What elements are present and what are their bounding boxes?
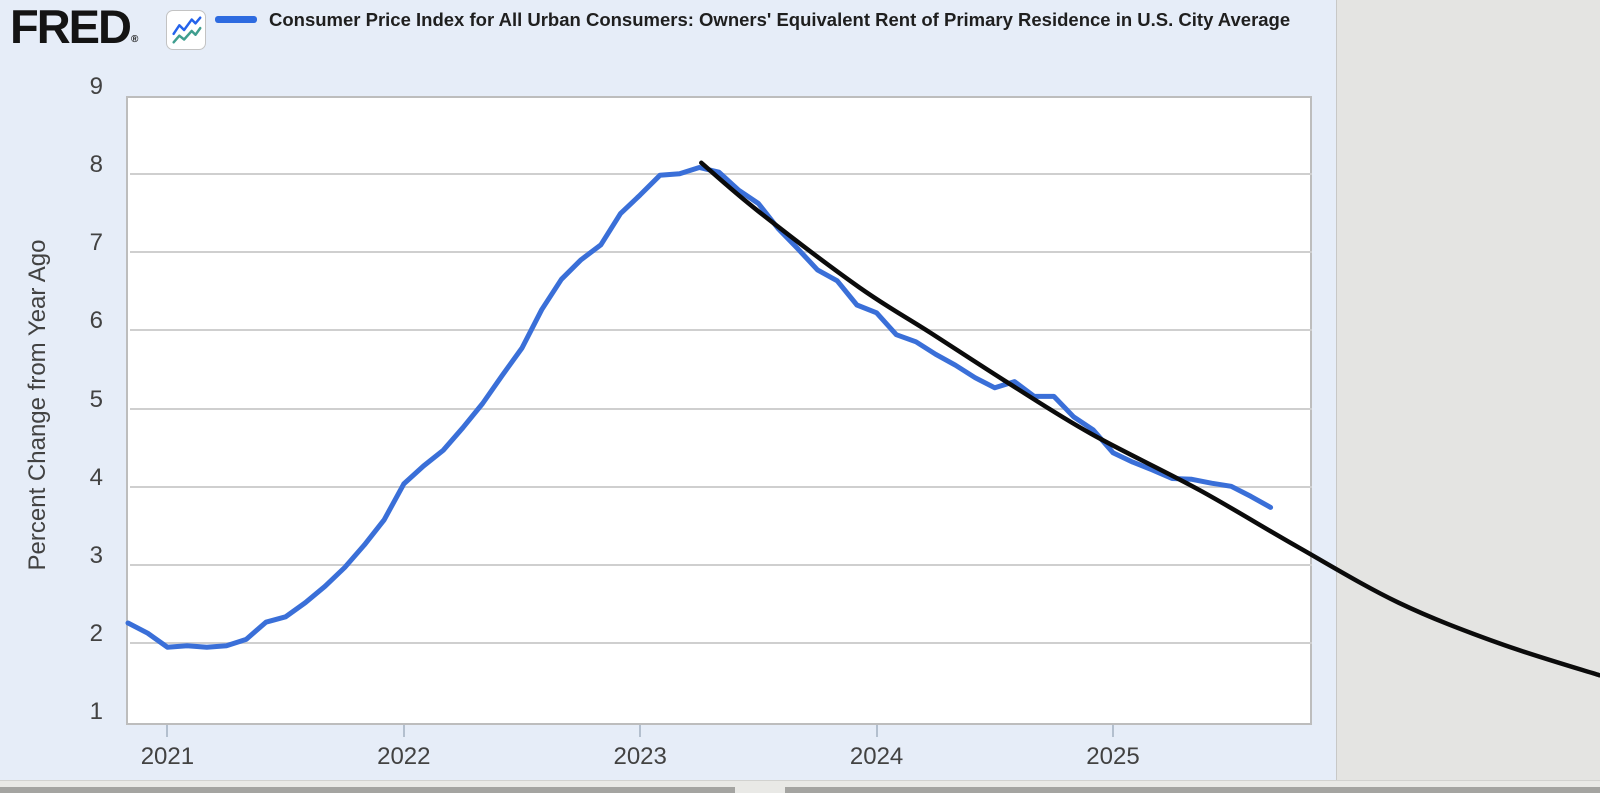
icon-zigzag-teal <box>172 26 202 44</box>
y-tick-label: 1 <box>89 698 103 725</box>
gridline <box>130 407 1312 410</box>
x-tick-label: 2022 <box>377 743 431 770</box>
y-tick-label: 9 <box>89 73 103 100</box>
gridline <box>130 173 1312 176</box>
gridline <box>130 563 1312 566</box>
chart-header: FRED ® Consumer Price Index for All Urban… <box>0 0 1336 58</box>
y-tick-label: 8 <box>89 151 103 179</box>
gridline <box>130 329 1312 332</box>
fred-chart-container: FRED ® Consumer Price Index for All Urban… <box>0 0 1337 780</box>
fred-graph-icon <box>166 10 206 50</box>
outside-page-background <box>1337 0 1600 780</box>
y-tick-label: 6 <box>89 307 103 335</box>
x-tick-mark <box>1112 725 1114 737</box>
x-tick-mark <box>166 725 169 737</box>
y-tick-label: 3 <box>89 541 103 569</box>
y-tick-label: 4 <box>89 463 103 491</box>
registered-trademark: ® <box>130 34 139 45</box>
y-tick-label: 7 <box>89 229 103 257</box>
fred-logo[interactable]: FRED ® <box>10 0 139 53</box>
x-tick-label: 2021 <box>140 743 195 770</box>
y-tick-label: 2 <box>89 619 103 647</box>
y-tick-label: 5 <box>89 385 103 413</box>
x-tick-label: 2024 <box>849 743 904 770</box>
horizontal-scrollbar[interactable] <box>0 780 1600 793</box>
x-tick-label: 2025 <box>1086 743 1140 770</box>
x-tick-mark <box>402 725 405 737</box>
plot-area[interactable] <box>126 96 1312 725</box>
gridline <box>130 485 1312 488</box>
legend-line-swatch <box>215 16 257 23</box>
icon-zigzag-blue <box>172 16 202 36</box>
x-tick-mark <box>875 725 878 737</box>
chart-title[interactable]: Consumer Price Index for All Urban Consu… <box>269 9 1291 30</box>
x-tick-mark <box>639 725 642 737</box>
x-tick-label: 2023 <box>613 743 667 770</box>
gridline <box>130 251 1312 254</box>
scrollbar-thumb[interactable] <box>0 787 735 793</box>
scrollbar-thumb[interactable] <box>785 787 1600 793</box>
fred-logo-text: FRED <box>10 0 132 53</box>
gridline <box>130 641 1312 644</box>
